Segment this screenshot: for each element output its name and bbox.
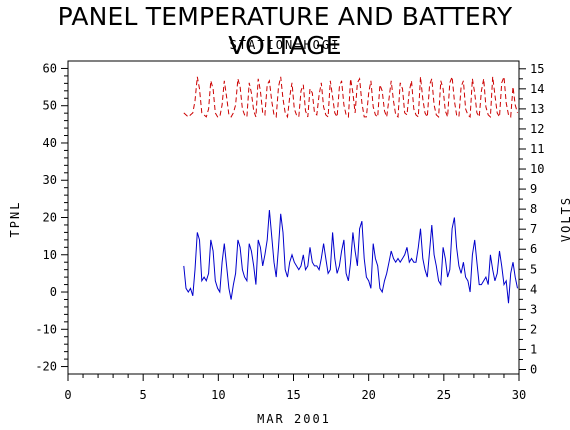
y2-tick-label: 10 (530, 162, 544, 176)
chart-subtitle: STATION=HOGI (229, 38, 341, 52)
x-tick-label: 25 (437, 388, 451, 402)
series-line-volts (183, 76, 518, 119)
y2-tick-label: 9 (530, 182, 537, 196)
x-axis-label: MAR 2001 (257, 412, 331, 426)
x-tick-label: 15 (286, 388, 300, 402)
y-tick-label: 20 (43, 211, 57, 225)
x-tick-label: 20 (361, 388, 375, 402)
y-tick-label: -20 (35, 360, 57, 374)
y2-tick-label: 6 (530, 242, 537, 256)
x-axis-ticks: 0 5 10 15 20 25 30 (64, 374, 526, 402)
chart-title: PANEL TEMPERATURE AND BATTERY VOLTAGE (57, 2, 513, 60)
x-tick-label: 30 (512, 388, 526, 402)
y2-tick-label: 1 (530, 342, 537, 356)
y2-tick-label: 3 (530, 302, 537, 316)
series-layer (183, 76, 518, 304)
y2-tick-label: 15 (530, 62, 544, 76)
plot-frame (67, 60, 520, 375)
y2-tick-label: 14 (530, 82, 544, 96)
x-tick-label: 5 (140, 388, 147, 402)
y2-tick-label: 13 (530, 102, 544, 116)
y2-tick-label: 7 (530, 222, 537, 236)
x-tick-label: 10 (211, 388, 225, 402)
y2-tick-label: 0 (530, 363, 537, 377)
y-tick-label: 50 (43, 99, 57, 113)
y2-tick-label: 5 (530, 262, 537, 276)
y2-tick-label: 4 (530, 282, 537, 296)
y2-tick-label: 11 (530, 142, 544, 156)
y-tick-label: 30 (43, 173, 57, 187)
y-axis-left-label: TPNL (8, 201, 22, 238)
y-tick-label: 60 (43, 61, 57, 75)
y-axis-left-ticks: -20 -10 0 10 20 30 40 50 60 (35, 61, 68, 374)
y-tick-label: -10 (35, 322, 57, 336)
x-tick-label: 0 (64, 388, 71, 402)
y-tick-label: 0 (50, 285, 57, 299)
y-tick-label: 10 (43, 248, 57, 262)
y2-tick-label: 8 (530, 202, 537, 216)
y2-tick-label: 12 (530, 122, 544, 136)
y2-tick-label: 2 (530, 322, 537, 336)
y-axis-right-label: VOLTS (559, 196, 570, 242)
y-tick-label: 40 (43, 136, 57, 150)
series-line-tpnl (183, 209, 518, 304)
